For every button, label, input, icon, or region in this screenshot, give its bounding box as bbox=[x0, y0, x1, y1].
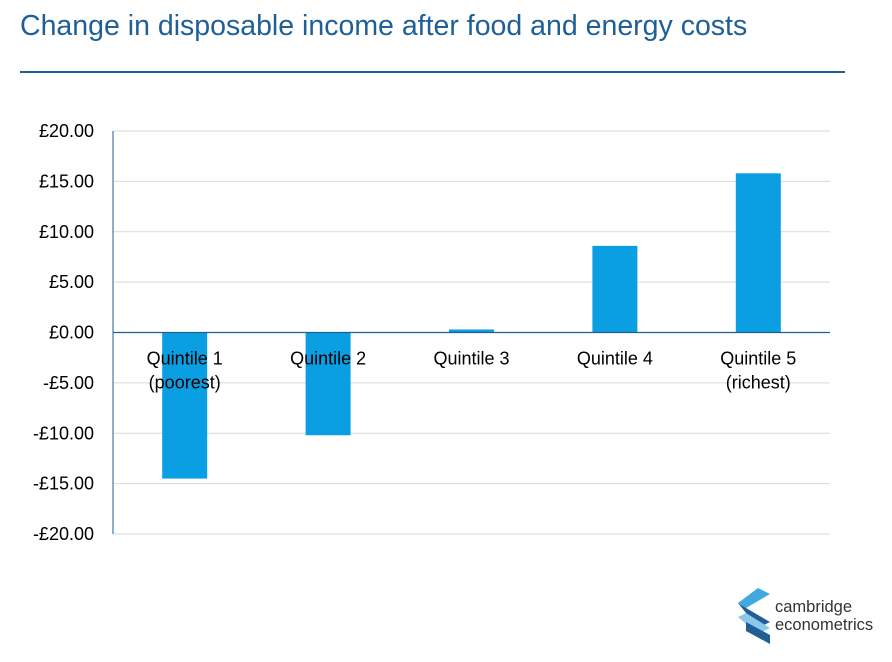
x-tick-label: Quintile 2 bbox=[290, 349, 366, 369]
chart-title: Change in disposable income after food a… bbox=[20, 10, 748, 42]
y-tick-label: £0.00 bbox=[49, 323, 94, 343]
bar bbox=[592, 245, 638, 333]
bar bbox=[449, 329, 494, 333]
x-tick-label: Quintile 1 (poorest) bbox=[147, 349, 223, 393]
bar bbox=[162, 332, 208, 479]
brand-name: cambridge econometrics bbox=[775, 598, 873, 634]
x-tick-label: Quintile 5 (richest) bbox=[720, 349, 796, 393]
y-tick-label: -£20.00 bbox=[33, 524, 94, 544]
x-tick-label: Quintile 4 bbox=[577, 349, 653, 369]
title-divider bbox=[20, 71, 845, 73]
x-tick-label: Quintile 3 bbox=[433, 349, 509, 369]
brand-line-1: cambridge bbox=[775, 598, 853, 616]
brand-line-2: econometrics bbox=[775, 616, 874, 634]
bar bbox=[305, 332, 351, 436]
cambridge-econometrics-logo-icon bbox=[738, 588, 770, 644]
y-tick-label: £20.00 bbox=[39, 121, 94, 141]
y-tick-label: -£15.00 bbox=[33, 474, 94, 494]
bar bbox=[735, 173, 781, 333]
y-tick-label: £5.00 bbox=[49, 272, 94, 292]
y-tick-label: £15.00 bbox=[39, 171, 94, 191]
y-tick-label: £10.00 bbox=[39, 222, 94, 242]
y-tick-label: -£5.00 bbox=[43, 373, 94, 393]
y-tick-label: -£10.00 bbox=[33, 423, 94, 443]
